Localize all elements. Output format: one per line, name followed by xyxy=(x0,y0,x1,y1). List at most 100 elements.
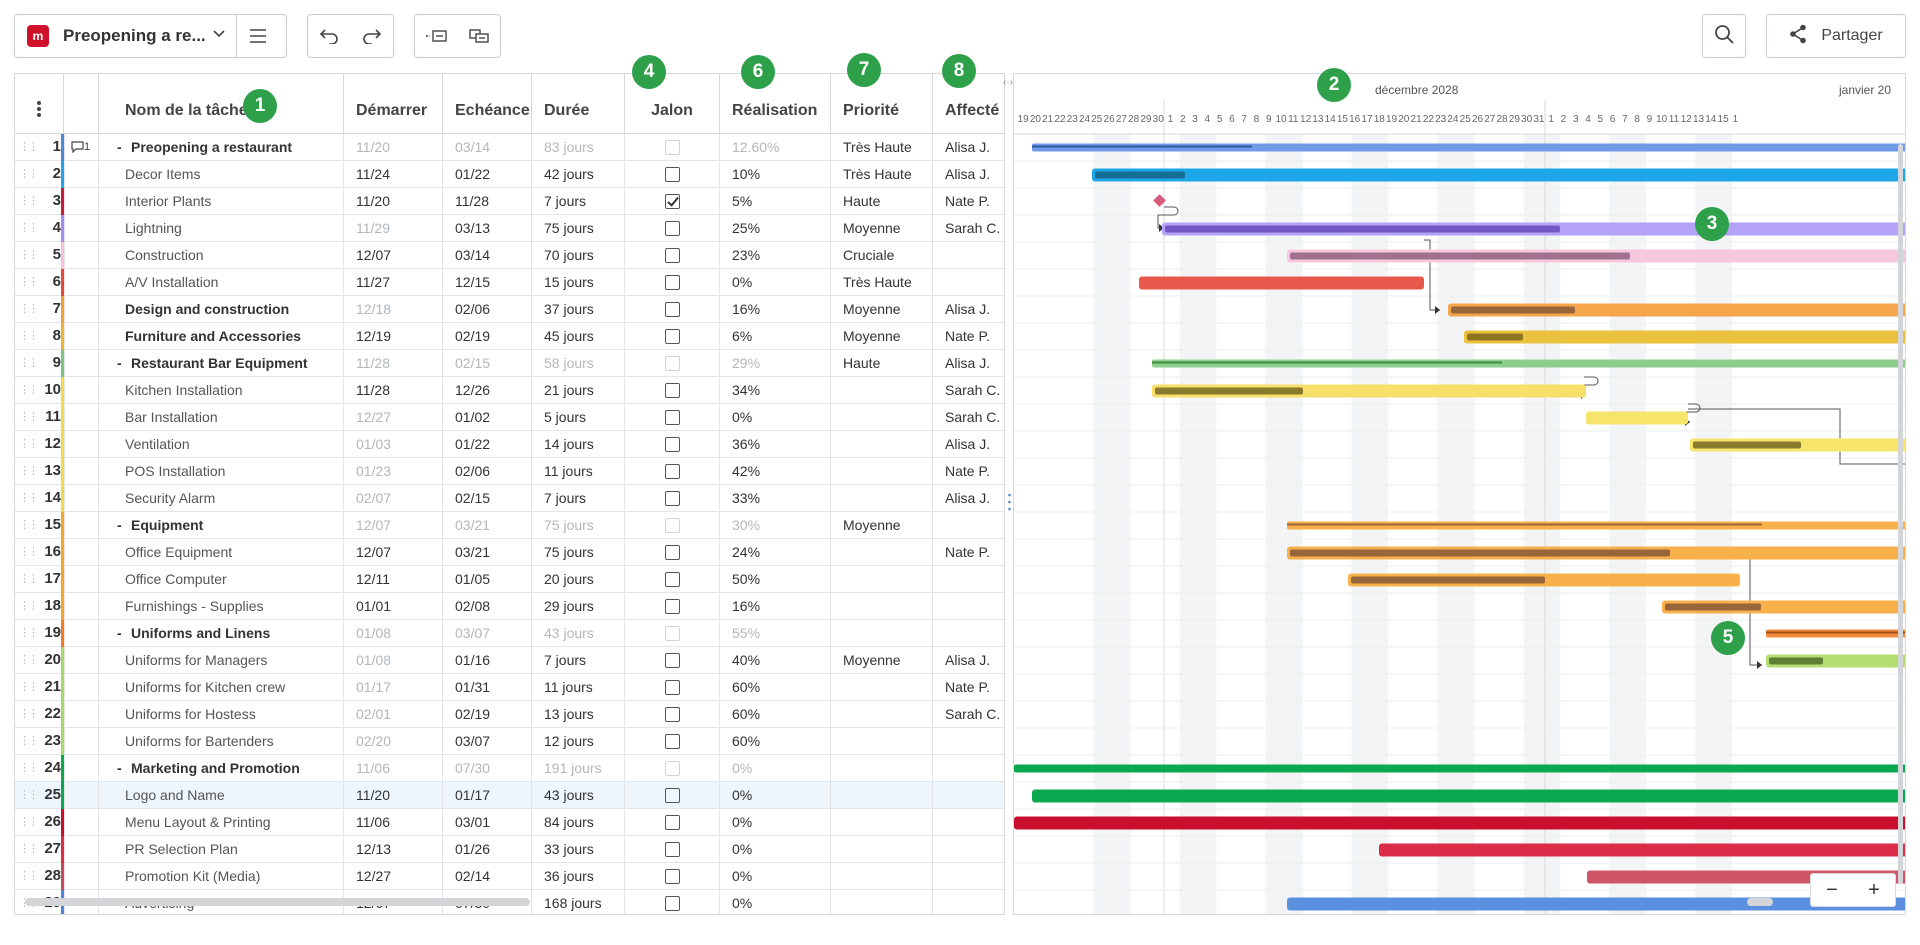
drag-handle-icon[interactable]: ⋮⋮ xyxy=(19,573,37,585)
milestone-checkbox[interactable] xyxy=(664,220,680,236)
end-date[interactable]: 02/19 xyxy=(443,323,532,350)
drag-handle-icon[interactable]: ⋮⋮ xyxy=(19,411,37,423)
task-name[interactable]: Logo and Name xyxy=(99,782,344,809)
duration[interactable]: 29 jours xyxy=(532,593,625,620)
milestone-checkbox[interactable] xyxy=(664,787,680,803)
start-date[interactable]: 01/17 xyxy=(344,674,443,701)
collapse-toggle-icon[interactable]: - xyxy=(117,625,122,641)
task-name[interactable]: Uniforms for Kitchen crew xyxy=(99,674,344,701)
share-button[interactable]: Partager xyxy=(1766,14,1906,58)
assignee[interactable] xyxy=(933,512,1004,539)
end-date[interactable]: 01/17 xyxy=(443,782,532,809)
duration[interactable]: 15 jours xyxy=(532,269,625,296)
drag-handle-icon[interactable]: ⋮⋮ xyxy=(19,492,37,504)
assignee[interactable] xyxy=(933,593,1004,620)
start-date[interactable]: 11/29 xyxy=(344,215,443,242)
comment-cell[interactable] xyxy=(64,350,99,377)
duration[interactable]: 43 jours xyxy=(532,620,625,647)
start-date[interactable]: 01/08 xyxy=(344,620,443,647)
milestone-checkbox[interactable] xyxy=(664,139,680,155)
start-date[interactable]: 11/27 xyxy=(344,269,443,296)
comment-cell[interactable] xyxy=(64,755,99,782)
menu-icon[interactable] xyxy=(237,15,279,57)
table-row[interactable]: ⋮⋮ 26 Menu Layout & Printing 11/06 03/01… xyxy=(15,809,1004,836)
table-row[interactable]: ⋮⋮ 20 Uniforms for Managers 01/08 01/16 … xyxy=(15,647,1004,674)
priority[interactable] xyxy=(831,755,933,782)
assignee[interactable]: Sarah C. xyxy=(945,382,1001,398)
duration[interactable]: 37 jours xyxy=(532,296,625,323)
comment-cell[interactable] xyxy=(64,863,99,890)
table-row[interactable]: ⋮⋮ 9 - Restaurant Bar Equipment 11/28 02/… xyxy=(15,350,1004,377)
collapse-arrows-icon[interactable]: ‹·› xyxy=(1003,77,1013,88)
duration[interactable]: 12 jours xyxy=(532,728,625,755)
table-row[interactable]: ⋮⋮ 7 Design and construction 12/18 02/06… xyxy=(15,296,1004,323)
comment-cell[interactable] xyxy=(64,404,99,431)
assignee[interactable] xyxy=(933,755,1004,782)
priority[interactable] xyxy=(831,809,933,836)
collapse-toggle-icon[interactable]: - xyxy=(117,517,122,533)
task-bar[interactable] xyxy=(1379,843,1906,857)
progress[interactable]: 0% xyxy=(720,404,831,431)
end-date[interactable]: 01/16 xyxy=(443,647,532,674)
table-row[interactable]: ⋮⋮ 10 Kitchen Installation 11/28 12/26 2… xyxy=(15,377,1004,404)
comment-cell[interactable] xyxy=(64,296,99,323)
comment-cell[interactable] xyxy=(64,782,99,809)
end-date[interactable]: 01/05 xyxy=(443,566,532,593)
assignee[interactable]: Alisa J. xyxy=(945,490,991,506)
priority[interactable] xyxy=(831,404,933,431)
priority[interactable] xyxy=(831,728,933,755)
comment-cell[interactable] xyxy=(64,215,99,242)
progress[interactable]: 34% xyxy=(720,377,831,404)
outdent-icon[interactable] xyxy=(458,15,501,57)
start-date[interactable]: 12/18 xyxy=(344,296,443,323)
end-date[interactable]: 03/14 xyxy=(443,242,532,269)
task-name[interactable]: Uniforms for Hostess xyxy=(99,701,344,728)
end-date[interactable]: 01/26 xyxy=(443,836,532,863)
assignee[interactable] xyxy=(933,242,1004,269)
table-row[interactable]: ⋮⋮ 24 - Marketing and Promotion 11/06 07/… xyxy=(15,755,1004,782)
end-date[interactable]: 01/22 xyxy=(443,431,532,458)
comment-cell[interactable] xyxy=(64,836,99,863)
duration[interactable]: 43 jours xyxy=(532,782,625,809)
drag-handle-icon[interactable]: ⋮⋮ xyxy=(19,735,37,747)
end-date[interactable]: 02/08 xyxy=(443,593,532,620)
end-date[interactable]: 02/15 xyxy=(443,350,532,377)
milestone-checkbox[interactable] xyxy=(664,247,680,263)
end-date[interactable]: 03/01 xyxy=(443,809,532,836)
drag-handle-icon[interactable]: ⋮⋮ xyxy=(19,384,37,396)
end-date[interactable]: 11/28 xyxy=(443,188,532,215)
start-date[interactable]: 11/28 xyxy=(344,377,443,404)
milestone-checkbox[interactable] xyxy=(664,571,680,587)
assignee[interactable]: Sarah C. xyxy=(945,409,1001,425)
start-date[interactable]: 11/28 xyxy=(344,350,443,377)
end-date[interactable]: 02/06 xyxy=(443,458,532,485)
grid-horizontal-scrollbar[interactable] xyxy=(25,898,530,906)
priority[interactable] xyxy=(831,782,933,809)
milestone-checkbox[interactable] xyxy=(664,517,680,533)
assignee[interactable]: Alisa J. xyxy=(945,139,991,155)
dependency-link[interactable] xyxy=(1688,408,1906,465)
task-name[interactable]: Ventilation xyxy=(99,431,344,458)
comment-cell[interactable] xyxy=(64,485,99,512)
splitter-handle[interactable] xyxy=(1008,492,1011,512)
task-name[interactable]: Office Equipment xyxy=(99,539,344,566)
table-row[interactable]: ⋮⋮ 13 POS Installation 01/23 02/06 11 jo… xyxy=(15,458,1004,485)
comment-cell[interactable] xyxy=(64,161,99,188)
task-name[interactable]: Uniforms for Managers xyxy=(99,647,344,674)
start-date[interactable]: 12/13 xyxy=(344,836,443,863)
priority[interactable] xyxy=(831,431,933,458)
milestone-checkbox[interactable] xyxy=(664,652,680,668)
milestone-checkbox[interactable] xyxy=(664,490,680,506)
collapse-toggle-icon[interactable]: - xyxy=(117,355,122,371)
drag-handle-icon[interactable]: ⋮⋮ xyxy=(19,546,37,558)
task-name[interactable]: PR Selection Plan xyxy=(99,836,344,863)
drag-handle-icon[interactable]: ⋮⋮ xyxy=(19,195,37,207)
column-header-milestone[interactable]: Jalon xyxy=(625,74,720,134)
drag-handle-icon[interactable]: ⋮⋮ xyxy=(19,681,37,693)
duration[interactable]: 83 jours xyxy=(532,134,625,161)
start-date[interactable]: 01/01 xyxy=(344,593,443,620)
end-date[interactable]: 03/13 xyxy=(443,215,532,242)
table-row[interactable]: ⋮⋮ 21 Uniforms for Kitchen crew 01/17 01… xyxy=(15,674,1004,701)
group-bar[interactable] xyxy=(1014,764,1906,773)
assignee[interactable]: Alisa J. xyxy=(945,355,991,371)
